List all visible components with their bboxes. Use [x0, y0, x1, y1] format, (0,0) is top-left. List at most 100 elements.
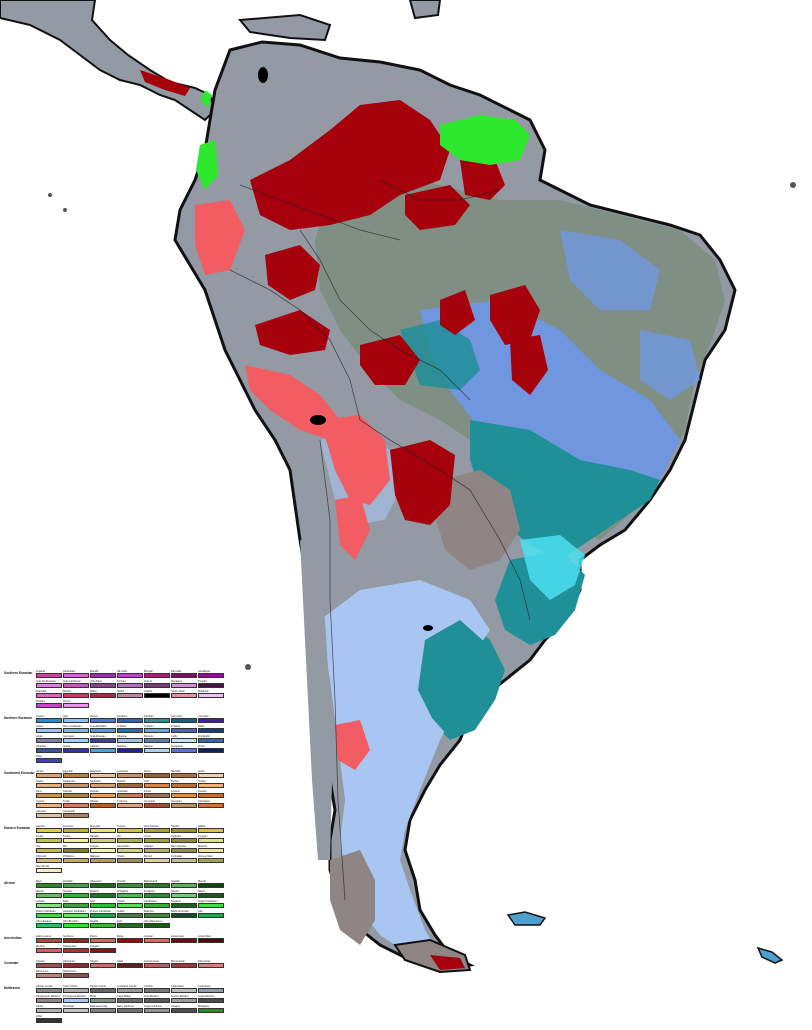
legend-item: Arabic — [36, 780, 62, 788]
legend-item: Cardhaeas — [144, 900, 170, 908]
legend-item: Assyrian — [36, 810, 62, 818]
legend-item-label: Caspian — [90, 745, 100, 748]
legend-item: Zulu — [117, 920, 143, 928]
legend-item-label: Anglo — [36, 735, 43, 738]
legend-item-swatch — [36, 938, 62, 943]
legend-item-swatch — [171, 738, 197, 743]
legend-item-swatch — [144, 683, 170, 688]
legend-item-swatch — [117, 838, 143, 843]
legend-item-swatch — [171, 683, 197, 688]
legend-item-swatch — [63, 718, 89, 723]
legend-item-swatch — [36, 988, 62, 993]
legend-group-title: Northern Eurasian — [4, 716, 32, 720]
legend-item: Indo-Fijian — [90, 680, 116, 688]
legend-item: Azerbaijan — [198, 800, 224, 808]
legend-item-swatch — [117, 728, 143, 733]
legend-item-swatch — [171, 838, 197, 843]
legend-item: Bengali — [144, 670, 170, 678]
legend-item-swatch — [63, 988, 89, 993]
legend-item-swatch — [117, 1008, 143, 1013]
legend-item: Colombian — [198, 985, 224, 993]
legend-item-swatch — [144, 998, 170, 1003]
legend-item-swatch — [144, 938, 170, 943]
legend-item-swatch — [36, 703, 62, 708]
legend-item: Cabo Criollo — [63, 985, 89, 993]
legend-item: Anglo — [36, 735, 62, 743]
legend-item-swatch — [198, 858, 224, 863]
legend-item-swatch — [117, 793, 143, 798]
legend-item-label: Malayan — [90, 855, 100, 858]
legend-item-swatch — [171, 1008, 197, 1013]
falkland-islands — [506, 911, 547, 926]
brazil-blue-patch-1 — [420, 300, 680, 500]
legend-item-swatch — [198, 693, 224, 698]
legend-item: Dutch Caribbean — [36, 910, 62, 918]
legend-item: Banta — [198, 890, 224, 898]
legend-item-label: Malay — [90, 690, 97, 693]
legend-item: Indo-Ar — [144, 680, 170, 688]
legend-item-swatch — [171, 988, 197, 993]
legend-item: Sinhala — [117, 680, 143, 688]
legend-item-swatch — [117, 693, 143, 698]
fernando-de-noronha-island — [790, 182, 796, 188]
legend-item-swatch — [144, 893, 170, 898]
legend-item: Cypriot — [36, 800, 62, 808]
legend-item: Anatolian — [117, 790, 143, 798]
legend-item-swatch — [36, 828, 62, 833]
legend-item-label: Gulf — [144, 780, 149, 783]
legend-item: Yunui — [144, 835, 170, 843]
legend-item-label: Iranian — [36, 770, 44, 773]
legend-item-swatch — [90, 883, 116, 888]
paraguay-gray-brown-region — [435, 470, 520, 570]
legend-item-label: Finnic — [198, 745, 205, 748]
legend-item: Bayo — [36, 880, 62, 888]
legend-item-label: Indo-Ar — [144, 680, 153, 683]
legend-item-swatch — [198, 783, 224, 788]
legend-item-label: E.Nigeria — [144, 890, 155, 893]
legend-item-label: Chilenidad — [171, 985, 184, 988]
brazil-blue-patch-2 — [560, 230, 660, 310]
legend-item-swatch — [198, 913, 224, 918]
legend-item-label: Bhutan — [63, 690, 72, 693]
legend-item-label: Mongolic — [90, 825, 101, 828]
legend-item-label: Hakka — [198, 825, 206, 828]
legend-item: Yue — [36, 845, 62, 853]
legend-item: Israel — [198, 770, 224, 778]
legend-item-label: Koreanic — [63, 825, 74, 828]
legend-item-label: Patagonian — [63, 945, 77, 948]
legend-item-label: Mandaic — [171, 770, 181, 773]
legend-item-swatch — [117, 773, 143, 778]
legend-group: Northern Eurasian Franco Italo Iberian Nordi… — [4, 715, 229, 765]
legend-item: Tungus — [90, 845, 116, 853]
legend-item-label: Ibero-Lusitanian — [63, 725, 82, 728]
legend-item-label: Tai-Kadai — [171, 855, 182, 858]
legend-item-label: Portuguese Mestizo — [63, 995, 86, 998]
legend-item: Berber — [171, 780, 197, 788]
legend-item-swatch — [144, 738, 170, 743]
legend-item-label: Japonic — [36, 825, 45, 828]
legend-item-label: Persian — [90, 790, 99, 793]
legend-group-title: Amerindian — [4, 936, 22, 940]
legend-item-label: Chwabi — [171, 880, 180, 883]
legend-item-label: Bayo — [36, 880, 42, 883]
legend-item: Tibetan — [171, 825, 197, 833]
legend-item: Arwolo — [117, 900, 143, 908]
legend-item-swatch — [144, 828, 170, 833]
legend-item-label: Tatar — [36, 755, 42, 758]
legend-item-swatch — [171, 848, 197, 853]
legend-item: Czechian — [198, 715, 224, 723]
legend-item: Nepalese — [171, 680, 197, 688]
legend-item-label: Levantine — [117, 770, 129, 773]
legend-item: Tungus — [117, 825, 143, 833]
galapagos-island — [48, 193, 52, 197]
legend-item-swatch — [90, 903, 116, 908]
legend-item-label: Ethnos-ian — [36, 970, 49, 973]
legend-item-swatch — [198, 773, 224, 778]
small-lake — [423, 625, 433, 631]
legend-item-label: Greek — [36, 725, 44, 728]
legend-item-swatch — [63, 858, 89, 863]
legend-item-swatch — [90, 793, 116, 798]
legend-item-label: Druze — [144, 770, 151, 773]
legend-item-label: Czechian — [198, 715, 209, 718]
legend-item: S.Slavic — [144, 725, 170, 733]
